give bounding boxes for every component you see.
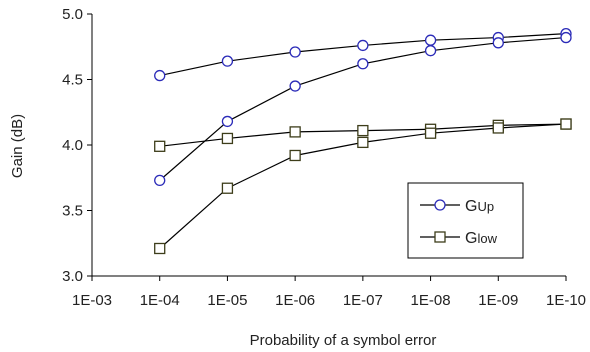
circle-marker [154,69,166,82]
square-marker [492,122,504,134]
y-axis-title: Gain (dB) [9,114,26,178]
circle-marker [357,39,369,52]
square-marker [289,126,301,138]
legend-label-sub: low [477,231,497,246]
legend-label-sub: Up [477,199,494,214]
square-marker [154,140,166,152]
square-marker [434,231,446,243]
legend-label-low: Glow [465,230,498,247]
axis-layer: 3.0 3.5 4.0 4.5 5.0 1E-03 1E-04 1E-05 1E-06 1E-07… [62,6,586,309]
circle-marker [560,31,572,44]
circle-marker [424,45,437,57]
x-tick-label: 1E-07 [343,292,383,309]
circle-marker [221,115,234,128]
x-tick-label: 1E-10 [546,292,586,309]
x-tick-label: 1E-08 [411,292,451,309]
y-tick-label: 3.0 [62,268,83,285]
legend-label-main: G [465,198,477,215]
x-axis-title: Probability of a symbol error [250,332,437,349]
circle-marker [357,58,369,70]
circle-marker [424,34,437,46]
square-marker [357,136,369,149]
x-tick-label: 1E-04 [140,292,180,309]
square-marker [424,127,437,139]
x-tick-label: 1E-05 [207,292,247,309]
legend-label-main: G [465,230,477,247]
x-tick-label: 1E-06 [275,292,315,309]
series-up-0 [154,28,572,82]
series-low-3 [154,118,572,255]
circle-marker [154,174,166,187]
square-marker [221,132,234,145]
y-tick-label: 4.0 [62,137,83,154]
circle-marker [289,46,301,58]
square-marker [357,124,369,137]
series-layer [154,28,572,255]
x-tick-label: 1E-03 [72,292,112,309]
circle-marker [492,37,504,49]
circle-marker [434,199,446,211]
square-marker [560,118,572,130]
series-up-1 [154,31,572,187]
x-tick-label: 1E-09 [478,292,518,309]
square-marker [154,242,166,255]
circle-marker [289,80,301,92]
square-marker [289,149,301,162]
y-tick-label: 5.0 [62,6,83,23]
legend-box [407,182,524,259]
circle-marker [221,55,234,67]
legend-label-up: GUp [465,198,494,215]
y-tick-label: 3.5 [62,203,83,220]
y-tick-label: 4.5 [62,72,83,89]
square-marker [221,182,234,194]
